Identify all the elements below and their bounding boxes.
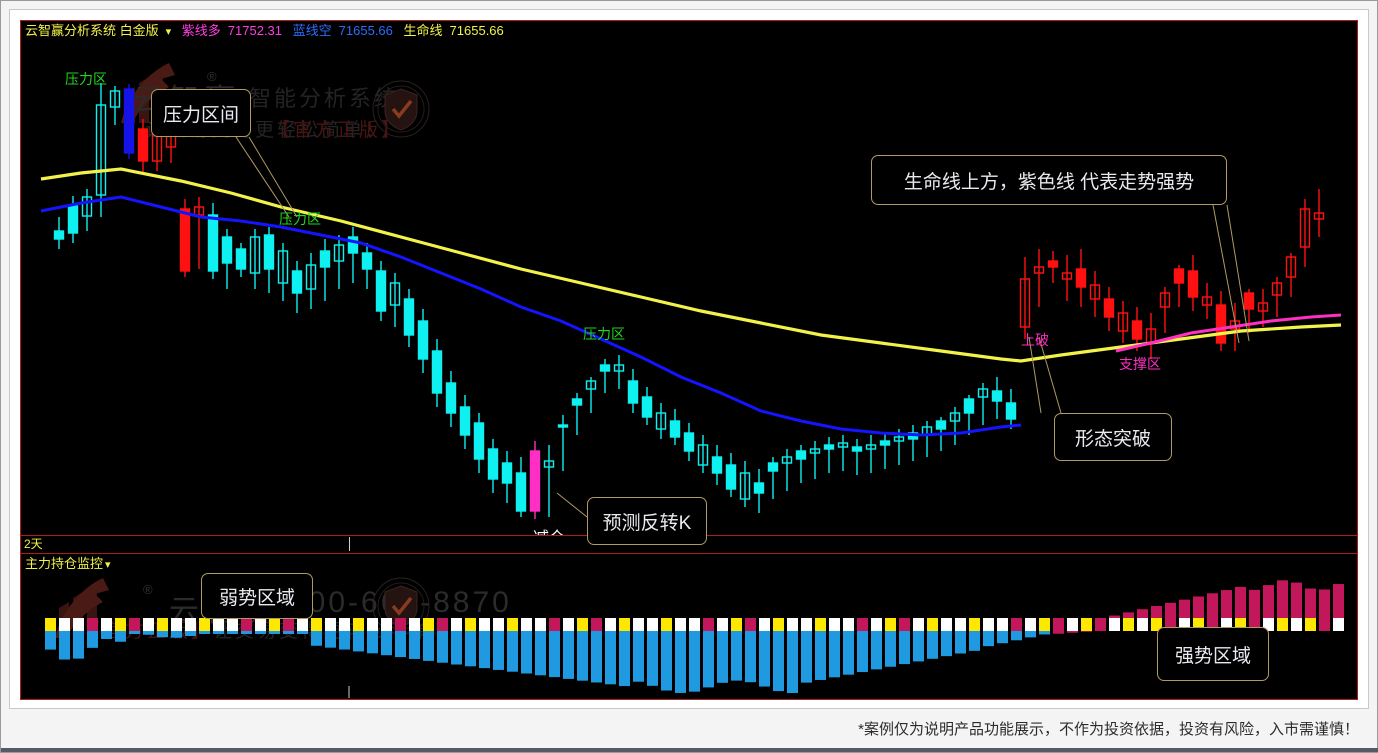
callout-pressure-range[interactable]: 压力区间	[151, 89, 251, 137]
chart-frame: 云智赢分析系统 白金版 ▾ 紫线多 71752.31 蓝线空 71655.66 生命线…	[9, 9, 1369, 709]
chart-container: 云智赢分析系统 白金版 ▾ 紫线多 71752.31 蓝线空 71655.66 生命线…	[20, 20, 1358, 700]
series-label-purple: 紫线多	[181, 23, 221, 38]
price-chart-svg	[40, 83, 1342, 519]
series-label-blue: 蓝线空	[292, 23, 332, 38]
disclaimer-text: *案例仅为说明产品功能展示，不作为投资依据，投资有风险，入市需谨慎！	[858, 721, 1359, 738]
period-label: 2天	[24, 537, 43, 551]
indicator-title-text: 主力持仓监控	[25, 556, 104, 571]
chevron-down-icon[interactable]: ▾	[165, 26, 172, 38]
series-value-blue: 71655.66	[338, 23, 393, 38]
series-value-lifeline: 71655.66	[449, 23, 504, 38]
callout-weak-zone[interactable]: 弱势区域	[201, 573, 313, 619]
callout-pattern-breakout[interactable]: 形态突破	[1054, 413, 1172, 461]
series-label-lifeline: 生命线	[403, 23, 443, 38]
callout-strong-zone[interactable]: 强势区域	[1157, 627, 1269, 681]
chevron-down-icon[interactable]: ▾	[105, 559, 111, 571]
indicator-chart-svg	[45, 580, 1344, 698]
callout-predicted-reversal[interactable]: 预测反转K	[587, 497, 707, 545]
callout-leader-lines	[235, 136, 1250, 518]
series-value-purple: 71752.31	[227, 23, 283, 38]
footer-bar	[1, 748, 1378, 752]
footer: *案例仅为说明产品功能展示，不作为投资依据，投资有风险，入市需谨慎！	[1, 710, 1378, 752]
chart-title[interactable]: 云智赢分析系统 白金版	[25, 23, 159, 38]
time-cursor-tick	[349, 537, 350, 551]
indicator-title[interactable]: 主力持仓监控 ▾	[25, 556, 111, 573]
callout-lifeline-strong[interactable]: 生命线上方，紫色线 代表走势强势	[871, 155, 1227, 205]
chart-header: 云智赢分析系统 白金版 ▾ 紫线多 71752.31 蓝线空 71655.66 生命线…	[21, 21, 1357, 41]
